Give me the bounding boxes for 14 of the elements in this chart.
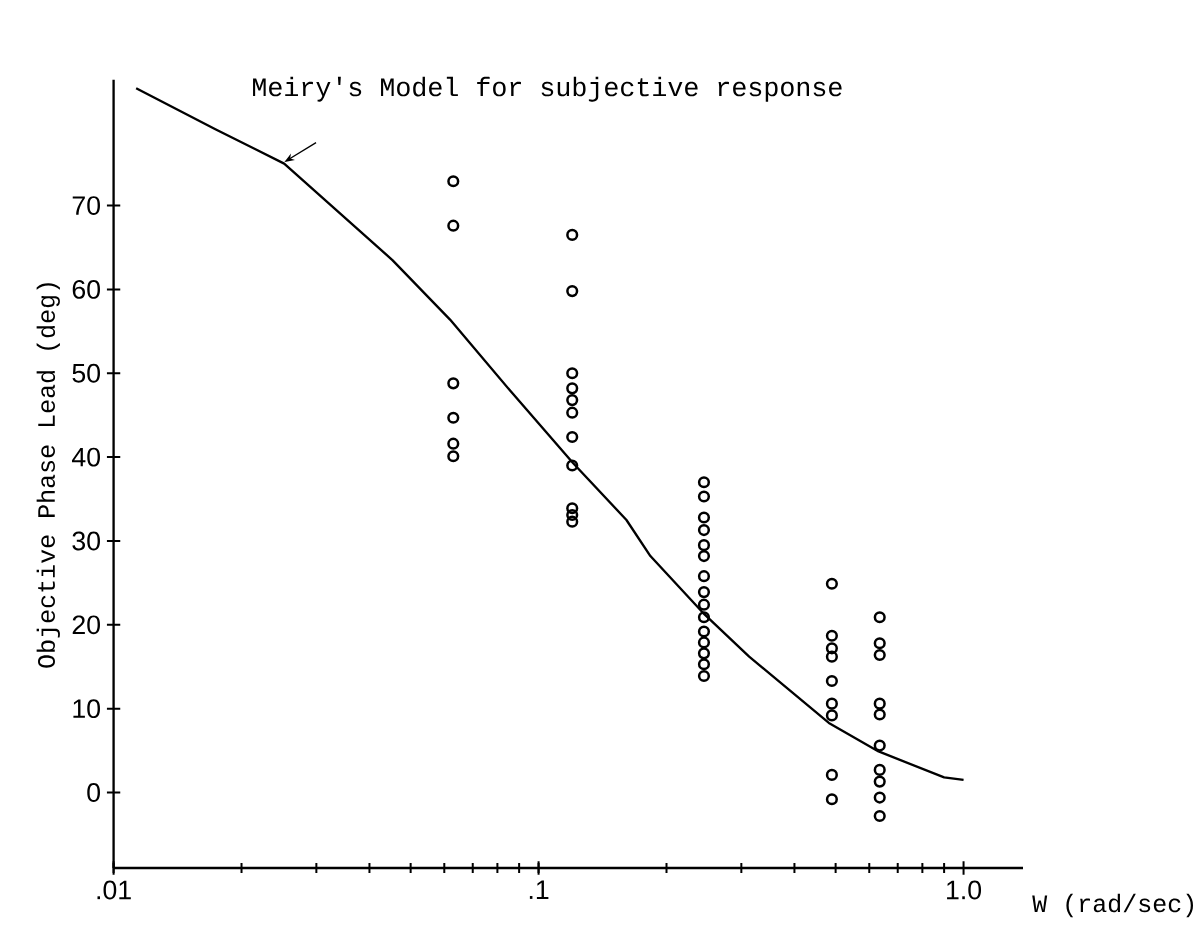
y-tick-label: 70 [72, 196, 100, 216]
x-tick-label: .1 [529, 880, 549, 899]
y-tick-label: 0 [87, 783, 100, 802]
x-tick-label: 1.0 [947, 880, 982, 900]
annotation: Meiry's Model for subjective response [253, 76, 842, 102]
y-tick-label: 30 [72, 531, 100, 551]
y-tick-label: 40 [71, 447, 100, 467]
y-tick-label: 50 [72, 363, 100, 383]
y-tick-label: 20 [72, 615, 100, 635]
y-tick-label: 60 [72, 279, 100, 299]
x-tick-label: .01 [97, 880, 131, 900]
x-axis-title: W (rad/sec) [1032, 893, 1194, 918]
y-tick-label: 10 [73, 699, 100, 719]
y-axis-title: Objective Phase Lead (deg) [36, 283, 60, 668]
